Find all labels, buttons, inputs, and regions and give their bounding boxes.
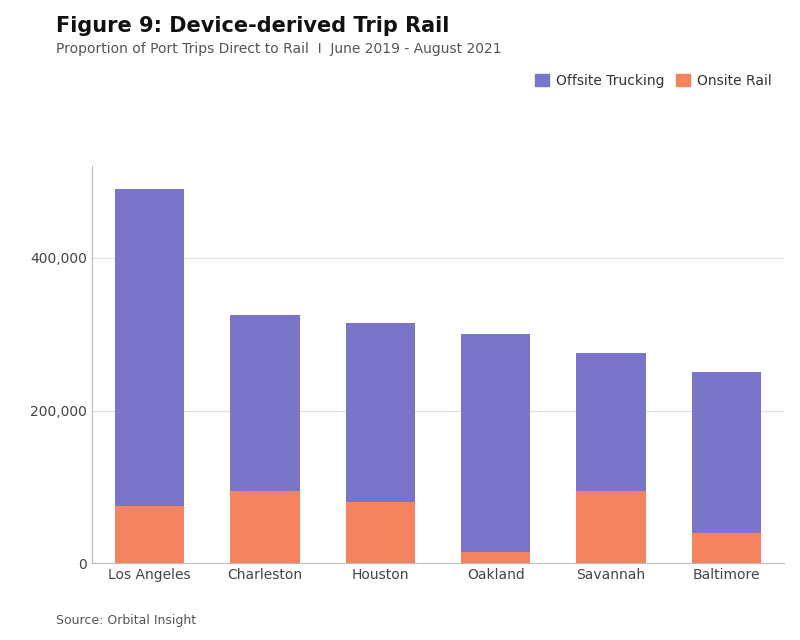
Bar: [346, 502, 415, 563]
Bar: [576, 353, 646, 491]
Text: Source: Orbital Insight: Source: Orbital Insight: [56, 614, 196, 627]
Bar: [576, 491, 646, 563]
Bar: [230, 315, 299, 491]
Bar: [692, 372, 761, 532]
Bar: [346, 323, 415, 502]
Text: Proportion of Port Trips Direct to Rail  I  June 2019 - August 2021: Proportion of Port Trips Direct to Rail …: [56, 42, 502, 56]
Text: Figure 9: Device-derived Trip Rail: Figure 9: Device-derived Trip Rail: [56, 16, 450, 36]
Bar: [115, 189, 184, 506]
Legend: Offsite Trucking, Onsite Rail: Offsite Trucking, Onsite Rail: [530, 68, 777, 93]
Bar: [230, 491, 299, 563]
Bar: [115, 506, 184, 563]
Bar: [461, 552, 530, 563]
Bar: [461, 334, 530, 552]
Bar: [692, 532, 761, 563]
